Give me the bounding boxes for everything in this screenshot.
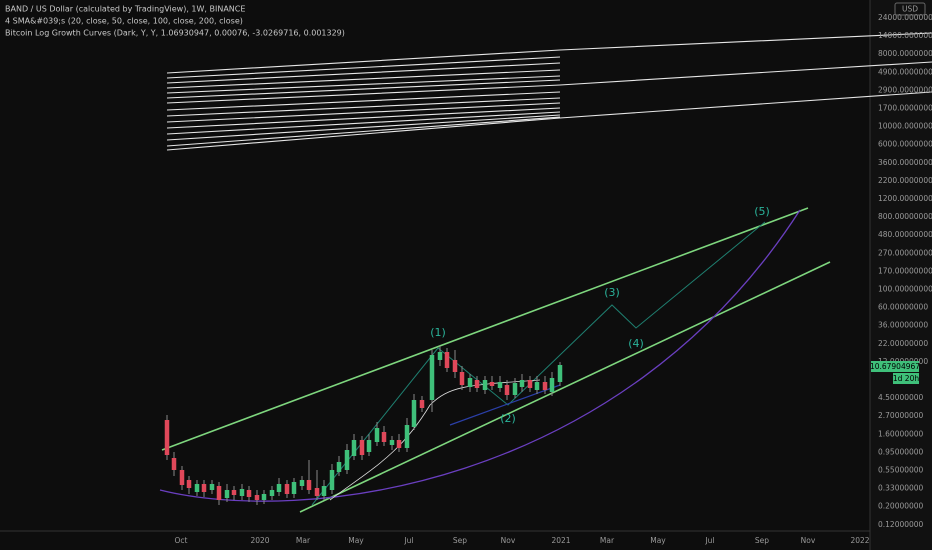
time-label: Oct [175,536,188,545]
price-label: 0.55000000 [878,466,924,475]
wave-label: (3) [604,286,620,299]
price-axis-panel [870,0,932,550]
wave-label: (1) [430,326,446,339]
price-label: 0.12000000 [878,520,924,529]
time-label: May [348,536,364,545]
price-label: 2200.00000000 [878,176,932,185]
last-price-box [871,361,919,372]
time-label: Jul [704,536,714,545]
price-label: 4.50000000 [878,393,924,402]
time-label: 2021 [551,536,570,545]
price-label: 100.00000000 [878,285,932,294]
sma-legend: 4 SMA&#039;s (20, close, 50, close, 100,… [5,17,243,26]
time-label: Sep [453,536,467,545]
price-label: 4900.00000000 [878,67,932,76]
countdown-box [893,373,919,384]
price-label: 170.00000000 [878,266,932,275]
time-label: Jul [403,536,413,545]
price-label: 6000.00000000 [878,140,932,149]
price-label: 2.70000000 [878,411,924,420]
wave-label: (5) [754,205,770,218]
fan-lines [166,32,932,151]
price-label: 8000.00000000 [878,49,932,58]
time-label: Nov [501,536,516,545]
time-label: Nov [801,536,816,545]
price-label: 60.00000000 [878,303,928,312]
price-label: 270.00000000 [878,248,932,257]
price-label: 800.00000000 [878,212,932,221]
time-label: May [650,536,666,545]
time-label: 2020 [250,536,269,545]
time-label: Mar [296,536,311,545]
curves-legend: Bitcoin Log Growth Curves (Dark, Y, Y, 1… [5,29,345,38]
price-label: 14000.00000000 [878,31,932,40]
price-label: 36.00000000 [878,321,928,330]
price-label: 1700.00000000 [878,104,932,113]
green-candles [194,352,563,500]
last-price: 10.67904967 [870,362,920,371]
price-label: 1200.00000000 [878,194,932,203]
currency-button[interactable] [894,2,926,16]
price-label: 480.00000000 [878,230,932,239]
time-label: Mar [600,536,615,545]
currency[interactable]: USD [902,5,918,14]
wave-label: (4) [628,337,644,350]
price-label: 3600.00000000 [878,158,932,167]
drawings [159,207,831,513]
price-label: 10000.00000000 [878,122,932,131]
price-label: 24000.00000000 [878,13,932,22]
countdown: 1d 20h [893,374,919,383]
time-label: Sep [755,536,769,545]
red-candles [164,352,548,500]
wave-label: (2) [500,412,516,425]
price-label: 2900.00000000 [878,85,932,94]
symbol-title: BAND / US Dollar (calculated by TradingV… [5,5,245,14]
price-label: 1.60000000 [878,429,924,438]
price-label: 0.20000000 [878,502,924,511]
price-label: 22.00000000 [878,339,928,348]
time-label: 2022 [850,536,869,545]
price-label: 0.95000000 [878,447,924,456]
price-label: 0.33000000 [878,484,924,493]
